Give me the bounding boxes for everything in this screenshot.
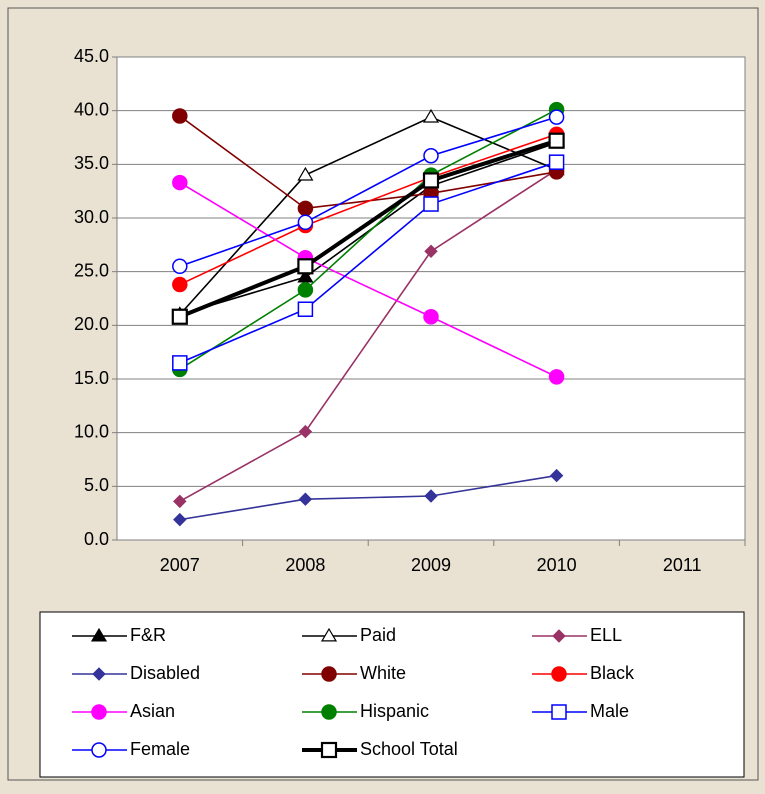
marker xyxy=(172,258,188,275)
y-tick-label: 0.0 xyxy=(84,529,109,549)
marker xyxy=(320,627,338,642)
marker xyxy=(424,489,438,503)
marker xyxy=(552,629,566,643)
series-line xyxy=(179,169,558,503)
x-tick-label: 2007 xyxy=(160,555,200,575)
legend-box xyxy=(39,611,745,778)
y-tick-label: 45.0 xyxy=(74,46,109,66)
marker xyxy=(91,742,107,758)
series-line xyxy=(179,181,557,378)
marker xyxy=(297,214,314,231)
marker xyxy=(424,244,438,258)
marker xyxy=(172,276,188,293)
y-tick-label: 15.0 xyxy=(74,368,109,388)
y-tick-label: 25.0 xyxy=(74,260,109,280)
series-line xyxy=(179,161,557,364)
marker xyxy=(321,704,337,720)
marker xyxy=(173,494,187,509)
legend-label: Asian xyxy=(130,701,175,721)
legend-label: Male xyxy=(590,701,629,721)
series-line xyxy=(179,133,557,286)
legend-label: Hispanic xyxy=(360,701,429,721)
marker xyxy=(172,355,188,371)
marker xyxy=(321,666,337,682)
legend-label: School Total xyxy=(360,739,458,759)
marker xyxy=(548,369,565,385)
legend-label: White xyxy=(360,663,406,683)
y-tick-label: 20.0 xyxy=(74,314,109,334)
marker xyxy=(423,147,439,164)
y-tick-label: 5.0 xyxy=(84,475,109,495)
marker xyxy=(297,258,314,275)
chart-border xyxy=(7,7,759,781)
series-line xyxy=(179,108,557,371)
marker xyxy=(90,627,108,642)
plot-area xyxy=(116,56,746,541)
marker xyxy=(423,308,439,325)
x-tick-label: 2011 xyxy=(663,555,702,575)
legend-label: Black xyxy=(590,663,635,683)
marker xyxy=(91,704,107,720)
marker xyxy=(297,166,314,181)
x-tick-label: 2008 xyxy=(285,555,325,575)
marker xyxy=(298,424,313,439)
y-tick-label: 30.0 xyxy=(74,207,109,227)
x-tick-label: 2009 xyxy=(411,555,451,575)
legend-label: Disabled xyxy=(130,663,200,683)
series-line xyxy=(179,116,557,268)
marker xyxy=(297,282,314,298)
marker xyxy=(297,200,314,217)
legend-label: F&R xyxy=(130,625,166,645)
marker xyxy=(297,268,314,283)
y-tick-label: 10.0 xyxy=(74,421,109,441)
y-tick-label: 35.0 xyxy=(74,153,109,173)
marker xyxy=(320,741,338,759)
marker xyxy=(422,172,440,189)
marker xyxy=(422,108,440,123)
marker xyxy=(172,174,188,191)
y-tick-label: 40.0 xyxy=(74,99,109,119)
marker xyxy=(297,301,314,317)
marker xyxy=(171,308,188,325)
series-line xyxy=(179,138,558,319)
legend-label: Female xyxy=(130,739,190,759)
marker xyxy=(298,492,313,506)
marker xyxy=(548,154,565,170)
marker xyxy=(173,512,187,527)
marker xyxy=(92,667,106,681)
marker xyxy=(548,132,565,149)
marker xyxy=(548,109,565,125)
legend-label: ELL xyxy=(590,625,622,645)
marker xyxy=(172,108,188,124)
marker xyxy=(423,196,439,212)
x-tick-label: 2010 xyxy=(537,555,577,575)
marker xyxy=(549,468,564,483)
marker xyxy=(551,666,567,682)
marker xyxy=(551,704,567,720)
legend-label: Paid xyxy=(360,625,396,645)
series-line xyxy=(179,474,557,521)
